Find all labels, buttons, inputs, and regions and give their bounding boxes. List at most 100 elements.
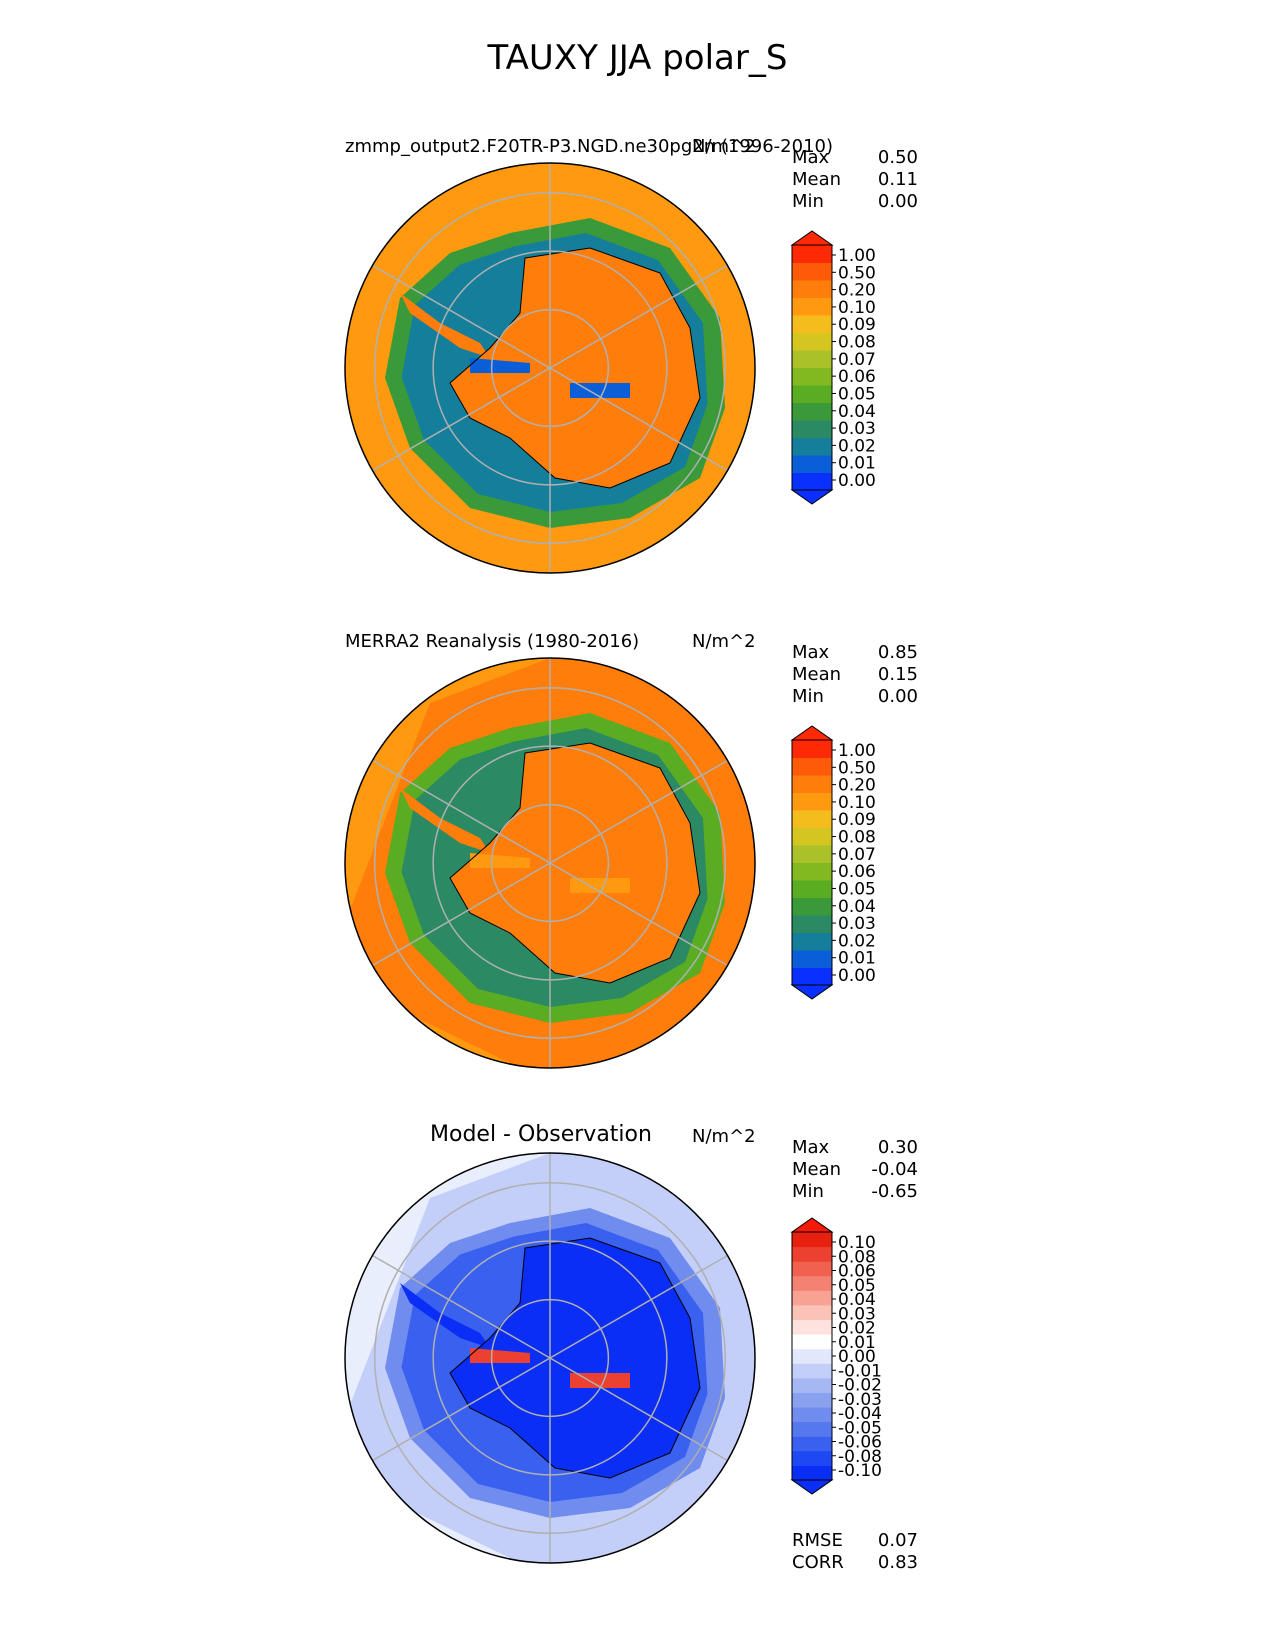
colorbar-segment	[792, 932, 832, 951]
colorbar-tick-label: -0.02	[838, 1376, 882, 1396]
meridian-60	[549, 1254, 728, 1359]
colorbar-segment	[792, 420, 832, 438]
colorbar-segment	[792, 1246, 832, 1262]
panel3-mean-label: Mean	[792, 1159, 842, 1180]
colorbar-segment	[792, 792, 832, 811]
field-peninsula	[400, 1283, 490, 1348]
panel2-mean-label: Mean	[792, 664, 842, 685]
colorbar-segment	[792, 472, 832, 491]
map-boundary	[344, 1152, 756, 1564]
colorbar-tick-label: -0.05	[838, 1418, 882, 1438]
colorbar-tick-label: 0.20	[838, 281, 876, 301]
colorbar-extend-min	[790, 489, 834, 505]
panel3-corr-value: 0.83	[877, 1552, 918, 1573]
colorbar-segment	[792, 1290, 832, 1306]
colorbar-segment	[792, 297, 832, 316]
panel1-max-value: 0.50	[877, 147, 918, 168]
colorbar-tick-label: 0.07	[838, 845, 876, 865]
panel2-max-value: 0.85	[877, 642, 918, 663]
colorbar-segment	[792, 1319, 832, 1335]
colorbar-tick-label: -0.03	[838, 1390, 882, 1410]
panel1-mean-label: Mean	[792, 169, 842, 190]
colorbar-tick-label: 0.20	[838, 776, 876, 796]
colorbar-segment	[792, 915, 832, 933]
meridian-240	[372, 1357, 551, 1462]
colorbar-segment	[792, 880, 832, 898]
panel3-min-value: -0.65	[871, 1181, 918, 1202]
panel3-corr-label: CORR	[792, 1552, 844, 1573]
colorbar-segment	[792, 950, 832, 968]
colorbar-segment	[792, 1232, 832, 1248]
colorbar-tick-label: 0.02	[838, 931, 876, 951]
colorbar-tick-label: 0.01	[838, 454, 876, 474]
map-panel-1	[344, 162, 756, 574]
colorbar-segment	[792, 775, 832, 793]
field-continent	[450, 1238, 700, 1478]
colorbar-tick-label: 0.03	[838, 1304, 876, 1324]
field-streak-2	[570, 1373, 630, 1388]
colorbar-3: 0.100.080.060.050.040.030.020.010.00-0.0…	[790, 1217, 882, 1495]
field-streak-2	[570, 878, 630, 893]
field-continent	[450, 248, 700, 488]
colorbar-segment	[792, 402, 832, 421]
colorbar-tick-label: -0.10	[838, 1461, 882, 1481]
panel1-units: N/m^2	[692, 136, 756, 157]
colorbar-tick-label: 0.05	[838, 1276, 876, 1296]
colorbar-segment	[792, 897, 832, 916]
colorbar-tick-label: 0.04	[838, 402, 876, 422]
map-boundary	[344, 657, 756, 1069]
colorbar-segment	[792, 1377, 832, 1393]
colorbar-tick-label: 0.10	[838, 1233, 876, 1253]
panel2-max-label: Max	[792, 642, 830, 663]
panel3-rmse-label: RMSE	[792, 1530, 843, 1551]
colorbar-segment	[792, 455, 832, 473]
panel2-units: N/m^2	[692, 631, 756, 652]
colorbar-tick-label: 0.07	[838, 350, 876, 370]
colorbar-segment	[792, 1421, 832, 1437]
colorbar-frame	[791, 244, 833, 491]
colorbar-segment	[792, 1407, 832, 1423]
colorbar-tick-label: 0.01	[838, 1333, 876, 1353]
colorbar-tick-label: 0.09	[838, 810, 876, 830]
colorbar-segment	[792, 810, 832, 828]
meridian-60	[549, 759, 728, 864]
colorbar-segment	[792, 245, 832, 263]
colorbar-tick-label: 0.02	[838, 1319, 876, 1339]
colorbar-tick-label: -0.06	[838, 1433, 882, 1453]
colorbar-tick-label: 0.03	[838, 914, 876, 934]
colorbar-tick-label: 0.08	[838, 333, 876, 353]
colorbar-segment	[792, 827, 832, 846]
colorbar-tick-label: 1.00	[838, 246, 876, 266]
colorbar-segment	[792, 1261, 832, 1277]
panel2-title: MERRA2 Reanalysis (1980-2016)	[345, 631, 640, 652]
field-peninsula	[400, 788, 490, 853]
coastline	[449, 247, 701, 489]
panel1-max-label: Max	[792, 147, 830, 168]
panel3-mean-value: -0.04	[871, 1159, 918, 1180]
colorbar-tick-label: -0.01	[838, 1361, 882, 1381]
panel3-units: N/m^2	[692, 1126, 756, 1147]
panel2-min-label: Min	[792, 686, 824, 707]
meridian-240	[372, 367, 551, 472]
colorbar-tick-label: 0.05	[838, 879, 876, 899]
colorbar-segment	[792, 1348, 832, 1364]
colorbar-segment	[792, 862, 832, 881]
colorbar-tick-label: 0.03	[838, 419, 876, 439]
meridian-120	[549, 862, 728, 967]
meridian-120	[549, 367, 728, 472]
colorbar-tick-label: 0.06	[838, 862, 876, 882]
colorbar-segment	[792, 437, 832, 456]
panel1-mean-value: 0.11	[877, 169, 918, 190]
panel2-min-value: 0.00	[877, 686, 918, 707]
colorbar-segment	[792, 1334, 832, 1350]
colorbar-segment	[792, 1436, 832, 1452]
meridian-240	[372, 862, 551, 967]
map-panel-2	[344, 657, 756, 1069]
meridian-120	[549, 1357, 728, 1462]
panel1-min-label: Min	[792, 191, 824, 212]
colorbar-tick-label: 0.05	[838, 384, 876, 404]
field-peninsula	[400, 293, 490, 358]
colorbar-frame	[791, 739, 833, 986]
field-continent	[450, 743, 700, 983]
